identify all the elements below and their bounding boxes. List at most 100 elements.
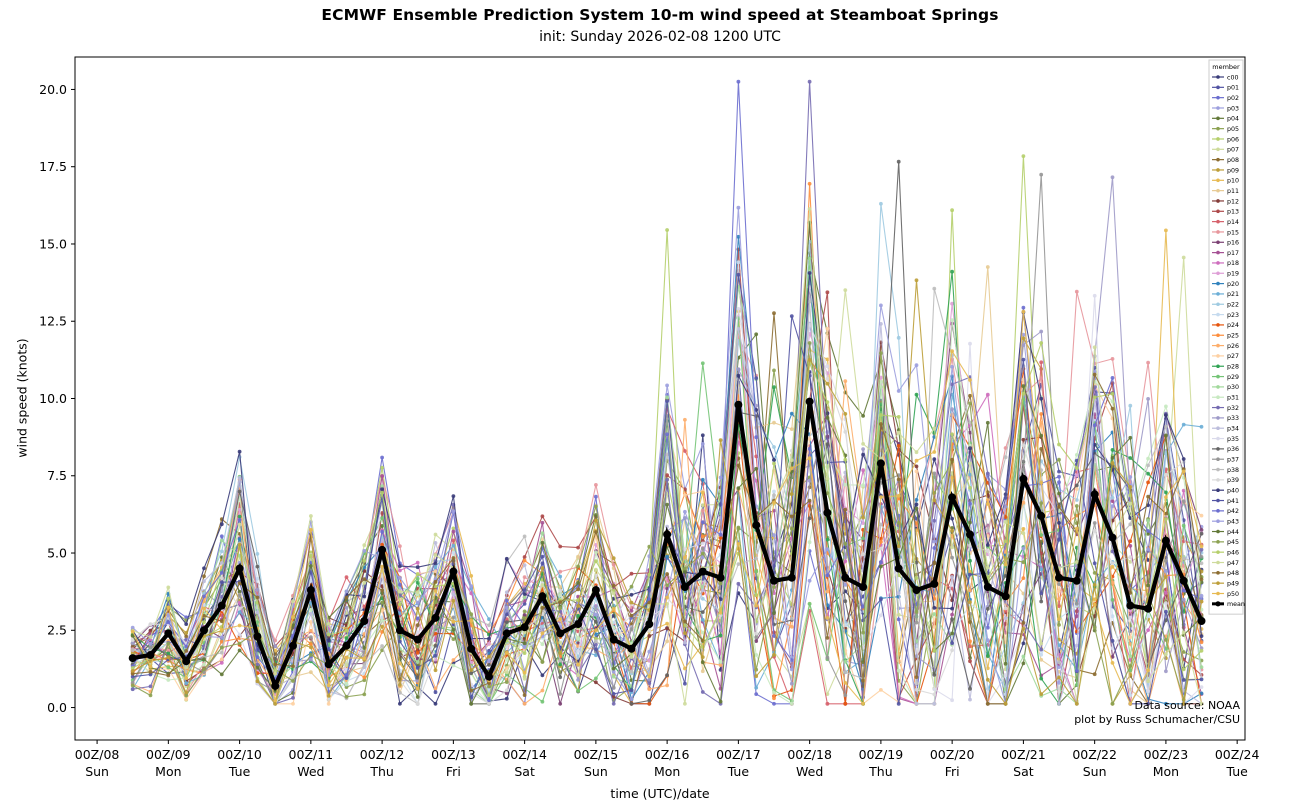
legend-label-p01: p01 [1227, 85, 1239, 92]
svg-text:00Z/19: 00Z/19 [859, 747, 904, 762]
legend-label-p48: p48 [1227, 570, 1239, 577]
svg-text:00Z/21: 00Z/21 [1001, 747, 1046, 762]
svg-text:Sun: Sun [1083, 764, 1107, 779]
svg-text:Tue: Tue [727, 764, 750, 779]
svg-text:15.0: 15.0 [39, 236, 67, 251]
legend-label-p14: p14 [1227, 219, 1239, 226]
legend-label-p27: p27 [1227, 353, 1239, 360]
chart-title: ECMWF Ensemble Prediction System 10-m wi… [321, 6, 999, 24]
legend-title: member [1212, 63, 1240, 71]
legend-label-p05: p05 [1227, 126, 1239, 133]
legend-label-p35: p35 [1227, 436, 1239, 443]
legend-label-p11: p11 [1227, 188, 1239, 195]
legend-label-p02: p02 [1227, 95, 1239, 102]
legend-label-p29: p29 [1227, 374, 1239, 381]
svg-text:Wed: Wed [796, 764, 823, 779]
svg-text:00Z/22: 00Z/22 [1072, 747, 1117, 762]
legend-label-p46: p46 [1227, 549, 1239, 556]
y-axis: 0.0 2.5 5.0 7.5 10.0 12.5 15.0 17.5 20.0 [39, 82, 75, 715]
svg-text:00Z/13: 00Z/13 [431, 747, 476, 762]
legend-label-p23: p23 [1227, 312, 1239, 319]
svg-text:00Z/08: 00Z/08 [75, 747, 120, 762]
legend-label-p44: p44 [1227, 529, 1239, 536]
svg-text:Sun: Sun [584, 764, 608, 779]
legend-label-mean: mean [1227, 601, 1245, 608]
plot-border [74, 56, 1246, 741]
svg-text:2.5: 2.5 [47, 623, 67, 638]
plot-credit-text: plot by Russ Schumacher/CSU [1074, 713, 1240, 726]
legend-label-p43: p43 [1227, 518, 1239, 525]
svg-text:00Z/18: 00Z/18 [787, 747, 832, 762]
legend-label-p09: p09 [1227, 167, 1239, 174]
legend-label-p21: p21 [1227, 291, 1239, 298]
data-source-text: Data source: NOAA [1134, 699, 1240, 712]
legend-label-p18: p18 [1227, 260, 1239, 267]
legend-label-p24: p24 [1227, 322, 1239, 329]
legend-label-p30: p30 [1227, 384, 1239, 391]
legend-label-p08: p08 [1227, 157, 1239, 164]
svg-text:Tue: Tue [228, 764, 251, 779]
svg-text:Wed: Wed [297, 764, 324, 779]
svg-text:00Z/09: 00Z/09 [146, 747, 191, 762]
legend-label-p28: p28 [1227, 364, 1239, 371]
legend-label-p40: p40 [1227, 488, 1239, 495]
credit-note: Data source: NOAA plot by Russ Schumache… [920, 699, 1240, 727]
legend-label-p10: p10 [1227, 178, 1239, 185]
svg-text:10.0: 10.0 [39, 391, 67, 406]
svg-text:00Z/15: 00Z/15 [574, 747, 619, 762]
legend-label-p12: p12 [1227, 198, 1239, 205]
svg-text:0.0: 0.0 [47, 700, 67, 715]
chart-subtitle: init: Sunday 2026-02-08 1200 UTC [539, 29, 781, 45]
legend-label-p03: p03 [1227, 105, 1239, 112]
svg-text:Fri: Fri [945, 764, 960, 779]
legend-label-p07: p07 [1227, 147, 1239, 154]
legend-label-p26: p26 [1227, 343, 1239, 350]
svg-text:00Z/11: 00Z/11 [289, 747, 334, 762]
svg-text:Mon: Mon [654, 764, 680, 779]
svg-text:00Z/12: 00Z/12 [360, 747, 405, 762]
legend-label-p38: p38 [1227, 467, 1239, 474]
svg-text:00Z/16: 00Z/16 [645, 747, 690, 762]
y-axis-label: wind speed (knots) [14, 338, 30, 458]
legend-box [1208, 59, 1244, 615]
svg-text:Tue: Tue [1225, 764, 1248, 779]
ensemble-lines [130, 79, 1204, 706]
legend-label-p16: p16 [1227, 240, 1239, 247]
svg-text:00Z/10: 00Z/10 [217, 747, 262, 762]
svg-text:00Z/24: 00Z/24 [1215, 747, 1260, 762]
legend: member c00 p01 p02 p03 p04 p05 p06 p07 p08 p09 p10 p… [1208, 59, 1245, 615]
legend-label-p47: p47 [1227, 560, 1239, 567]
svg-text:00Z/17: 00Z/17 [716, 747, 761, 762]
legend-label-p04: p04 [1227, 116, 1239, 123]
svg-text:Sat: Sat [514, 764, 535, 779]
svg-text:7.5: 7.5 [47, 468, 67, 483]
legend-label-p36: p36 [1227, 446, 1239, 453]
x-axis-label: time (UTC)/date [610, 786, 710, 801]
svg-text:Sat: Sat [1013, 764, 1034, 779]
mean-line [128, 397, 1206, 692]
svg-text:17.5: 17.5 [39, 159, 67, 174]
legend-label-p39: p39 [1227, 477, 1239, 484]
svg-text:Mon: Mon [155, 764, 181, 779]
svg-text:Fri: Fri [446, 764, 461, 779]
legend-label-p45: p45 [1227, 539, 1239, 546]
legend-label-p49: p49 [1227, 580, 1239, 587]
legend-label-c00: c00 [1227, 74, 1238, 81]
legend-label-p22: p22 [1227, 302, 1239, 309]
svg-text:00Z/14: 00Z/14 [502, 747, 547, 762]
legend-label-p20: p20 [1227, 281, 1239, 288]
legend-label-p17: p17 [1227, 250, 1239, 257]
legend-label-p25: p25 [1227, 333, 1239, 340]
legend-label-p19: p19 [1227, 271, 1239, 278]
legend-label-p37: p37 [1227, 457, 1239, 464]
svg-text:Mon: Mon [1153, 764, 1179, 779]
legend-label-p13: p13 [1227, 209, 1239, 216]
x-axis: 00Z/08 Sun 00Z/09 Mon 00Z/10 Tue 00Z/11 Wed 00Z/… [75, 740, 1260, 779]
legend-label-p33: p33 [1227, 415, 1239, 422]
legend-label-p42: p42 [1227, 508, 1239, 515]
legend-label-p31: p31 [1227, 395, 1239, 402]
svg-text:Sun: Sun [85, 764, 109, 779]
legend-label-p50: p50 [1227, 591, 1239, 598]
legend-label-p15: p15 [1227, 229, 1239, 236]
